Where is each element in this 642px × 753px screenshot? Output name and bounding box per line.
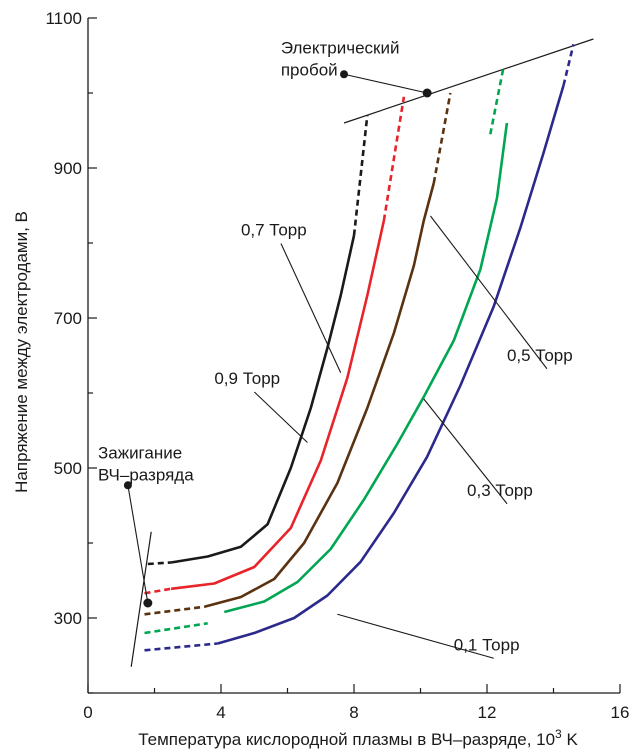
x-tick-label: 12 xyxy=(478,703,497,722)
series-05-line xyxy=(204,183,433,607)
x-tick-label: 4 xyxy=(216,703,225,722)
y-tick-label: 300 xyxy=(54,609,82,628)
y-axis-title: Напряжение между электродами, В xyxy=(12,211,31,493)
series-05-dashed-start xyxy=(145,607,205,615)
annotation-leader-line xyxy=(281,244,341,373)
series-09-dashed-start xyxy=(148,563,171,565)
annotation-target-dot xyxy=(423,89,432,98)
annotation-label: 0,7 Торр xyxy=(241,221,307,240)
annotation-label: 0,3 Торр xyxy=(467,481,533,500)
x-tick-label: 16 xyxy=(611,703,630,722)
annotation-dot xyxy=(340,70,348,78)
annotation-leader-line xyxy=(128,485,148,603)
x-tick-label: 0 xyxy=(83,703,92,722)
annotation-label: 0,9 Торр xyxy=(214,369,280,388)
series-09-line xyxy=(171,236,354,563)
annotation-target-dot xyxy=(143,599,152,608)
series-07-dashed-start xyxy=(145,589,172,594)
series-03-dashed-end xyxy=(490,67,503,135)
y-tick-label: 500 xyxy=(54,459,82,478)
y-tick-label: 1100 xyxy=(45,9,82,28)
series-01-dashed-start xyxy=(145,644,218,651)
annotation-label: Электрический xyxy=(281,38,400,57)
x-axis-title: Температура кислородной плазмы в ВЧ–разр… xyxy=(138,727,578,749)
series-01-dashed-end xyxy=(564,44,574,85)
series-05-dashed-end xyxy=(434,93,451,183)
y-tick-label: 700 xyxy=(54,309,82,328)
x-axis-title-unit: K xyxy=(562,730,579,749)
series-09-dashed-end xyxy=(354,116,367,236)
series-07-dashed-end xyxy=(384,97,404,221)
annotation-leader-line xyxy=(344,74,427,93)
x-axis-title-main: Температура кислородной плазмы в ВЧ–разр… xyxy=(138,730,555,749)
chart-annotations: Электрический пробой Зажигание ВЧ–разряда 0,… xyxy=(98,38,573,658)
annotation-label: 0,1 Торр xyxy=(454,635,520,654)
series-03-line xyxy=(224,123,507,612)
annotation-label: ВЧ–разряда xyxy=(98,465,194,484)
annotation-label: 0,5 Торр xyxy=(507,346,573,365)
series-07-line xyxy=(171,221,384,589)
series-03-dashed-start xyxy=(145,623,208,633)
x-tick-label: 8 xyxy=(349,703,358,722)
annotation-label: Зажигание xyxy=(98,443,182,462)
y-tick-label: 900 xyxy=(54,159,82,178)
annotation-label: пробой xyxy=(281,60,338,79)
annotation-leader-line xyxy=(254,392,307,443)
